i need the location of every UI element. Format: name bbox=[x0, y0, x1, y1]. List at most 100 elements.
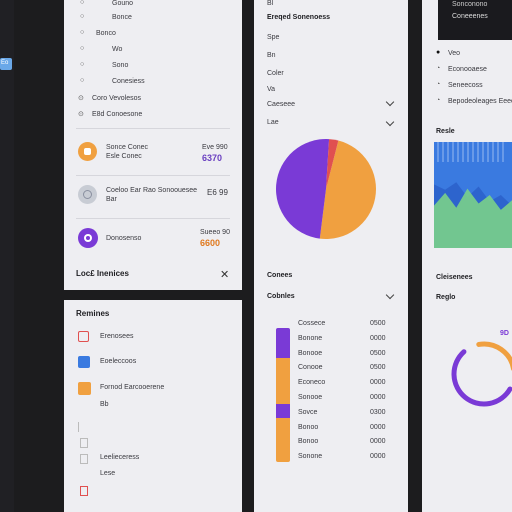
left-panel: ○ Gouno ○ Bonce ○ Bonco ○ Wo ○ Sono ○ Conesiess ⊙ C… bbox=[64, 0, 242, 290]
card-1-title: Sonce Conec bbox=[106, 144, 149, 151]
middle-row-0[interactable]: Spe bbox=[267, 34, 280, 41]
card-2-icon bbox=[78, 185, 97, 204]
list-item-label: Sonooe bbox=[298, 394, 323, 401]
card-1-value: 6370 bbox=[202, 153, 223, 163]
list-item-amount: 0000 bbox=[370, 453, 386, 461]
card-2-title: Coeloo Ear Rao Sonoouesee bbox=[106, 187, 198, 194]
nav-row-with-icon[interactable]: Coro Vevolesos bbox=[92, 95, 142, 102]
radio-item-2[interactable]: Seneecoss bbox=[448, 82, 483, 89]
list-item-amount: 0000 bbox=[370, 438, 386, 446]
ring-arc-orange bbox=[476, 341, 512, 371]
ring-label: 9D bbox=[500, 330, 509, 337]
reminders-bottom-row-1: Leelieceress bbox=[100, 454, 140, 461]
card-1-subtitle: Esle Conec bbox=[106, 153, 142, 160]
nav-bullet-icon: ○ bbox=[80, 45, 85, 52]
nav-row-3[interactable]: Wo bbox=[112, 46, 123, 53]
reminder-item-3[interactable]: Fornod Earcooerene bbox=[78, 382, 228, 396]
list-item-amount: 0500 bbox=[370, 320, 386, 327]
pie-slice-0 bbox=[319, 140, 376, 239]
radio-icon[interactable]: ◔ bbox=[436, 65, 441, 72]
nav-settings-icon: ⊙ bbox=[78, 95, 84, 102]
list-item-label: Sonone bbox=[298, 453, 323, 461]
app-sidebar: Eo bbox=[0, 0, 14, 512]
close-icon[interactable]: ✕ bbox=[220, 269, 230, 281]
summary-card-3[interactable]: Donosenso Sueeo 90 6600 bbox=[64, 226, 242, 256]
checkbox-icon[interactable] bbox=[80, 454, 88, 464]
reminders-title: Remines bbox=[76, 309, 110, 318]
list-item-amount: 0000 bbox=[370, 423, 386, 431]
radio-icon[interactable]: ● bbox=[436, 49, 441, 56]
flag-icon bbox=[80, 486, 88, 496]
right-panel: Sonconono Coneeenes ● Veo ◔ Econooaese ◔ Sene… bbox=[422, 0, 512, 512]
nav-row-4[interactable]: Sono bbox=[112, 62, 129, 69]
list-item-label: Bonooe bbox=[298, 349, 323, 357]
popover-line-2: Coneeenes bbox=[452, 13, 488, 20]
card-3-value-top: Sueeo 90 bbox=[200, 229, 230, 236]
nav-row-1[interactable]: Bonce bbox=[112, 14, 132, 21]
nav-row-0[interactable]: Gouno bbox=[112, 0, 134, 7]
list-item-amount: 0000 bbox=[370, 394, 386, 401]
nav-row-5[interactable]: Conesiess bbox=[112, 78, 145, 85]
chevron-down-icon[interactable] bbox=[385, 117, 395, 127]
nav-bullet-icon: ○ bbox=[80, 0, 85, 6]
dark-popover: Sonconono Coneeenes bbox=[438, 0, 512, 40]
pie-slice-2 bbox=[326, 139, 339, 189]
divider bbox=[76, 128, 230, 129]
reminders-sub-label: Bb bbox=[100, 401, 109, 408]
pie-chart bbox=[276, 139, 376, 239]
list-item-label: Bonoo bbox=[298, 423, 319, 431]
radio-item-1[interactable]: Econooaese bbox=[448, 66, 487, 73]
list-item-label: Sovce bbox=[298, 408, 318, 416]
divider bbox=[76, 218, 230, 219]
card-3-value: 6600 bbox=[200, 238, 221, 248]
middle-row-2[interactable]: Coler bbox=[267, 70, 284, 77]
card-1-icon bbox=[78, 142, 97, 161]
edit-icon bbox=[78, 331, 89, 342]
nav-row-sub[interactable]: E8d Conoesone bbox=[92, 111, 143, 118]
sidebar-tag[interactable]: Eo bbox=[0, 58, 12, 70]
middle-section-label: Conees bbox=[267, 272, 293, 279]
middle-panel: Bl Ereqed Sonenoess Spe Bn Coler Va Caeseee… bbox=[254, 0, 408, 512]
nav-bullet-icon: ○ bbox=[80, 29, 85, 36]
list-item-label: Conooe bbox=[298, 364, 323, 372]
ring-chart bbox=[451, 341, 512, 407]
right-footer-sub: Reglo bbox=[436, 294, 456, 301]
area-series-1 bbox=[434, 188, 512, 248]
square-icon bbox=[78, 382, 91, 395]
radio-item-3[interactable]: Bepodeoleages Eeeeo bbox=[448, 98, 512, 105]
pie-slice-1 bbox=[276, 139, 330, 239]
card-3-title: Donosenso bbox=[106, 235, 142, 242]
sidebar-tag-label: Eo bbox=[1, 60, 9, 66]
area-chart bbox=[434, 142, 512, 248]
middle-row-3[interactable]: Va bbox=[267, 86, 276, 93]
ring-arc-purple bbox=[451, 349, 512, 407]
reminder-item-2[interactable]: Eoeleccoos bbox=[78, 356, 228, 370]
card-3-icon bbox=[78, 228, 98, 248]
checkbox-icon[interactable] bbox=[78, 422, 83, 432]
summary-card-1[interactable]: Sonce Conec Esle Conec Eve 990 6370 bbox=[64, 140, 242, 170]
radio-icon[interactable]: ◔ bbox=[436, 97, 441, 104]
summary-card-2[interactable]: Coeloo Ear Rao Sonoouesee Bar E6 99 bbox=[64, 184, 242, 214]
list-item-amount: 0000 bbox=[370, 334, 386, 342]
dropdown-1-label[interactable]: Caeseee bbox=[267, 101, 296, 108]
radio-item-0[interactable]: Veo bbox=[448, 50, 461, 57]
radio-icon[interactable]: ◔ bbox=[436, 81, 441, 88]
card-2-value: E6 99 bbox=[207, 188, 228, 197]
middle-row-1[interactable]: Bn bbox=[267, 52, 276, 59]
middle-top-label: Bl bbox=[267, 0, 274, 7]
checkbox-icon[interactable] bbox=[80, 438, 88, 448]
reminder-item-1[interactable]: Erenosees bbox=[78, 331, 228, 345]
list-item-label: Cossece bbox=[298, 320, 326, 327]
chevron-down-icon[interactable] bbox=[385, 97, 395, 107]
chevron-down-icon[interactable] bbox=[385, 290, 395, 300]
dropdown-2-label[interactable]: Lae bbox=[267, 119, 279, 126]
middle-section-dropdown[interactable]: Cobnles bbox=[267, 293, 295, 300]
reminders-bottom-row-2: Lese bbox=[100, 470, 116, 477]
nav-bullet-icon: ○ bbox=[80, 61, 85, 68]
left-panel-footer-title: Loc£ Inenices bbox=[76, 269, 129, 278]
nav-row-2[interactable]: Bonco bbox=[96, 30, 116, 37]
card-1-value-top: Eve 990 bbox=[202, 144, 228, 151]
middle-title: Ereqed Sonenoess bbox=[267, 14, 331, 21]
reminders-panel: Remines Erenosees Eoeleccoos Fornod Earc… bbox=[64, 300, 242, 512]
list-color-strip bbox=[276, 328, 290, 462]
